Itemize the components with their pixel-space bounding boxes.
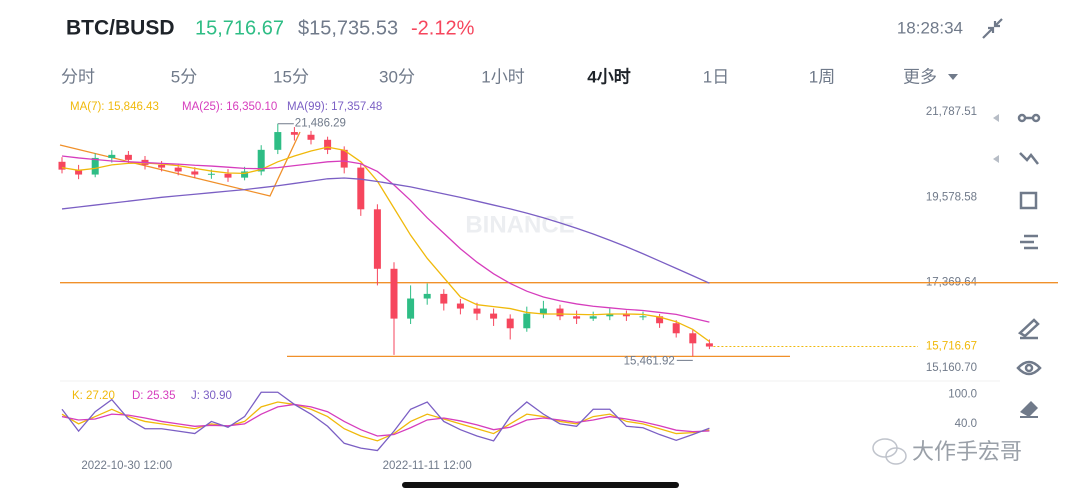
candle-body [573,316,581,319]
price: 15,716.67 [195,17,284,39]
candle-body [456,303,464,309]
candle-body [174,167,182,172]
candle-body [556,308,564,317]
kdj-line [61,391,710,452]
candle-body [274,132,282,150]
rect-tool[interactable] [1019,191,1038,210]
watermark: BINANCE [465,211,574,238]
candle-body [124,154,132,160]
change: -2.12% [411,17,475,39]
eye-tool[interactable] [1016,360,1042,376]
tabs: 分时 5分 15分 30分 1小时 4小时 1日 1周 更多 [61,67,937,86]
x-tick-label: 2022-10-30 12:00 [81,460,172,472]
trend-tool[interactable] [1019,152,1039,165]
candle-body [207,173,215,175]
tab[interactable]: 30分 [379,67,415,86]
collapse-icon[interactable] [982,18,1003,39]
kdj-chart: 100.0 40.0 K: 27.20 D: 25.35 J: 30.90 [60,380,1000,452]
candle-body [705,343,713,347]
tab[interactable]: 5分 [171,67,197,86]
candle-body [506,318,514,329]
candle-body [656,316,664,324]
y-tick-label: 19,578.58 [926,191,977,203]
candle-body [191,171,199,175]
candle-body [290,132,298,135]
tab[interactable]: 更多 [903,67,937,86]
candle-body [539,308,547,314]
kdj-line [61,401,710,442]
y-tick-label: 100.0 [948,389,977,401]
y-tick-label: 21,787.51 [926,106,977,118]
candle-body [606,314,614,317]
candle-body [108,154,116,158]
candle-body [75,169,83,175]
candle-body [257,149,265,172]
candle-body [423,293,431,299]
legend-entry: K: 27.20 [72,390,115,402]
home-indicator [402,482,679,488]
last-price-label: 15,716.67 [926,341,977,353]
legend-entry: J: 30.90 [191,390,232,402]
wechat-icon [872,438,907,465]
usd-price: $15,735.53 [298,17,398,39]
toolbar [993,113,1042,418]
candle-body [357,167,365,210]
tab[interactable]: 1周 [809,67,835,86]
candle-body [440,293,448,304]
candle-body [490,313,498,319]
dropdown-icon[interactable] [948,74,958,80]
candle-body [58,161,66,170]
candle-body [639,316,647,318]
tab[interactable]: 1日 [703,67,729,86]
candle-body [91,157,99,175]
ma-line [61,146,710,343]
candle-body [407,298,415,319]
candle-body [324,139,332,150]
legend-entry: MA(99): 17,357.48 [287,101,382,113]
legend-entry: MA(25): 16,350.10 [182,101,277,113]
candle-body [373,209,381,269]
candle-body [158,164,166,168]
y-tick-label: 40.0 [955,418,977,430]
candle-body [241,171,249,178]
candle-body [622,314,630,317]
candle-body [473,308,481,314]
tab[interactable]: 15分 [273,67,309,86]
x-tick-label: 2022-11-11 12:00 [383,460,472,472]
y-tick-label: 15,160.70 [926,362,977,374]
kdj-line [61,403,710,437]
tab[interactable]: 1小时 [481,67,524,86]
candle-body [307,134,315,140]
credit: 大作手宏哥 [912,439,1022,464]
candle-body [689,333,697,344]
time: 18:28:34 [897,18,963,37]
pen-tool[interactable] [1017,318,1040,340]
candle-body [390,268,398,319]
candle-body [672,323,680,334]
line-tool[interactable] [1017,113,1041,123]
candle-body [224,173,232,178]
fib-tool[interactable] [1020,234,1038,250]
price-chart: BINANCE21,787.5119,578.5817,369.6415,160… [58,101,1058,472]
candle-body [340,149,348,168]
legend-entry: D: 25.35 [132,390,175,402]
annotation: 21,486.29 [295,118,346,130]
candle-body [523,313,531,329]
eraser-tool[interactable] [1020,401,1038,418]
ma-line [61,177,710,284]
tab[interactable]: 分时 [61,67,95,86]
annotation: 15,461.92 [624,355,675,367]
tab[interactable]: 4小时 [587,67,630,86]
candle-body [589,316,597,319]
ma-line [61,155,710,323]
pair: BTC/BUSD [66,17,175,40]
legend-entry: MA(7): 15,846.43 [70,101,159,113]
